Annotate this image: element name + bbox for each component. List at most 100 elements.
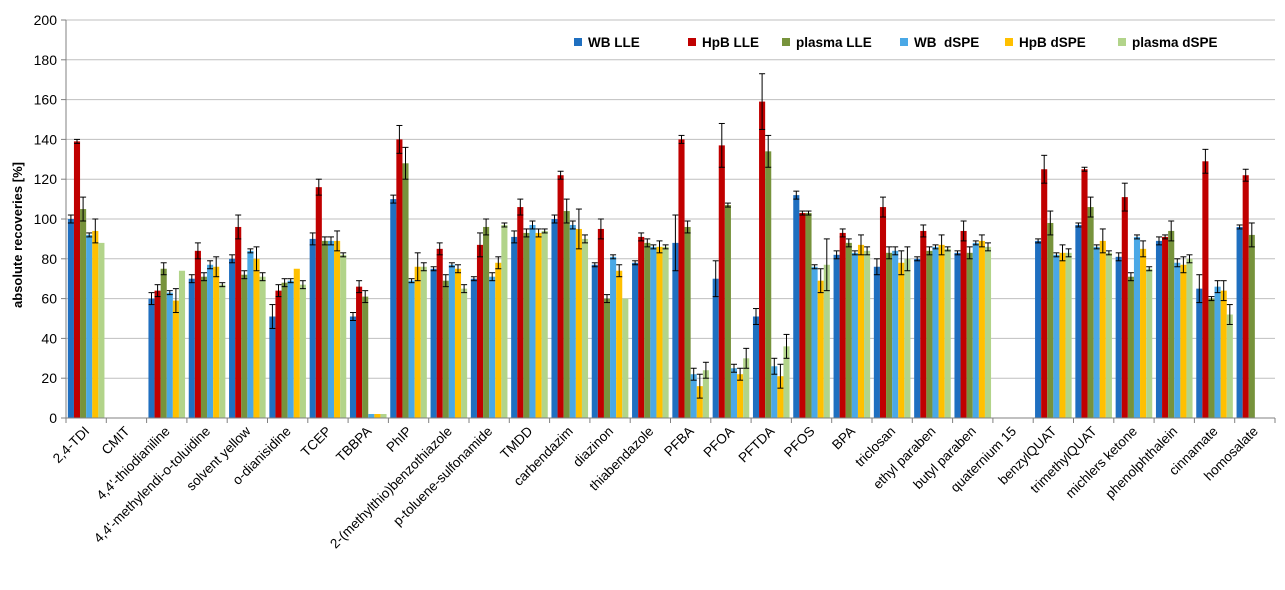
bar <box>833 254 840 418</box>
error-bar <box>672 214 679 272</box>
bar <box>247 250 254 418</box>
error-bar <box>845 238 852 248</box>
bar <box>194 250 201 418</box>
legend-swatch <box>688 38 696 46</box>
bar <box>166 292 173 418</box>
bar <box>436 248 443 418</box>
bar <box>886 252 893 418</box>
error-bar <box>448 262 455 268</box>
error-bar <box>712 260 719 298</box>
bar <box>470 278 477 418</box>
y-tick-label: 80 <box>41 251 57 267</box>
bar <box>799 213 806 418</box>
x-tick-label: PhIP <box>383 424 414 455</box>
bar <box>154 290 161 418</box>
error-bar <box>823 238 830 292</box>
error-bar <box>154 284 161 298</box>
error-bar <box>731 363 737 373</box>
error-bar <box>442 274 449 288</box>
bar <box>1041 169 1048 418</box>
bar <box>724 205 731 418</box>
error-bar <box>1214 280 1221 294</box>
bar <box>730 368 738 418</box>
bar <box>892 250 899 418</box>
error-bar <box>213 256 220 278</box>
error-bar <box>495 256 502 270</box>
error-bar <box>557 170 564 180</box>
bar <box>926 250 933 418</box>
legend-entry: plasma LLE <box>782 35 872 50</box>
bar <box>603 298 611 418</box>
y-tick-label: 120 <box>34 171 58 187</box>
error-bar <box>597 218 604 240</box>
error-bar <box>1087 196 1094 218</box>
error-bar <box>1127 272 1134 282</box>
bar <box>511 236 518 418</box>
error-bar <box>1196 274 1203 304</box>
error-bar <box>926 246 933 256</box>
bar <box>811 266 818 418</box>
error-bar <box>201 272 207 282</box>
y-tick-label: 40 <box>41 330 57 346</box>
bar <box>448 264 455 418</box>
bar <box>1236 226 1243 418</box>
bar <box>1248 234 1255 418</box>
bar <box>569 224 576 418</box>
bar <box>944 248 951 418</box>
bar <box>1133 236 1141 418</box>
x-tick-label: 2,4-TDI <box>50 424 92 466</box>
error-bar <box>166 290 173 296</box>
error-bar <box>759 73 766 130</box>
error-bar <box>259 272 266 282</box>
bar <box>235 226 242 418</box>
legend-swatch <box>1118 38 1126 46</box>
error-bar <box>1146 266 1153 272</box>
error-bar <box>777 363 784 389</box>
bar <box>632 262 639 418</box>
error-bar <box>321 236 328 246</box>
bar <box>879 207 887 418</box>
bar <box>259 276 266 418</box>
x-tick-label: michlers ketone <box>1063 424 1140 501</box>
bar <box>650 246 657 418</box>
y-tick-label: 100 <box>34 211 58 227</box>
bar <box>672 242 679 418</box>
error-bar <box>541 228 548 234</box>
error-bar <box>954 250 961 256</box>
error-bar <box>1220 280 1227 302</box>
error-bar <box>1202 148 1209 174</box>
error-bar <box>1236 224 1243 230</box>
bar <box>523 232 530 418</box>
error-bar <box>235 214 242 240</box>
error-bar <box>944 246 951 252</box>
bar <box>1202 161 1209 419</box>
y-axis-ticks: 0 20 40 60 80 100 120 140 160 180 200 <box>34 12 66 426</box>
error-bar <box>430 266 437 272</box>
bar <box>188 278 195 418</box>
bar <box>678 139 685 418</box>
bar <box>1081 169 1088 418</box>
legend-label: plasma LLE <box>796 35 872 50</box>
legend-swatch <box>1005 38 1013 46</box>
error-bar <box>1041 154 1048 184</box>
bar <box>1168 230 1175 418</box>
y-tick-label: 180 <box>34 52 58 68</box>
error-bar <box>340 252 347 258</box>
error-bar <box>1105 250 1112 256</box>
bar <box>712 278 719 418</box>
bar <box>1155 240 1163 418</box>
bar <box>817 280 824 418</box>
bar <box>591 264 598 418</box>
error-bar <box>1156 236 1162 246</box>
bar <box>309 238 316 418</box>
bar <box>281 282 288 418</box>
error-bar <box>972 240 979 246</box>
error-bar <box>80 196 87 222</box>
bar <box>1059 252 1066 418</box>
error-bar <box>253 246 260 272</box>
error-bar <box>455 264 461 274</box>
error-bar <box>702 361 709 379</box>
bar <box>172 300 179 418</box>
bar <box>857 244 865 418</box>
error-bar <box>1248 222 1255 248</box>
